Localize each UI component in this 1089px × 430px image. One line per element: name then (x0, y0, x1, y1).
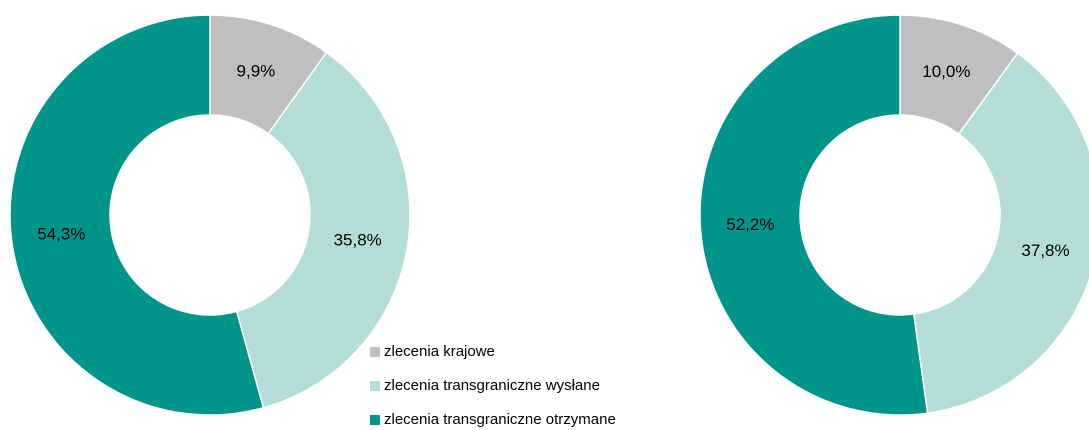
data-label: 10,0% (922, 62, 970, 81)
donut-segment (235, 51, 411, 409)
legend-label: zlecenia transgraniczne wysłane (384, 377, 600, 394)
data-label: 52,2% (726, 215, 774, 234)
data-label: 9,9% (237, 62, 276, 81)
legend-label: zlecenia krajowe (384, 343, 495, 360)
data-label: 54,3% (37, 225, 85, 244)
legend-label: zlecenia transgraniczne otrzymane (384, 411, 616, 428)
donut-segment (9, 14, 265, 416)
donut-segment (699, 14, 929, 416)
data-label: 35,8% (334, 231, 382, 250)
legend-swatch (370, 381, 380, 391)
data-label: 37,8% (1021, 241, 1069, 260)
legend-swatch (370, 347, 380, 357)
donut-segment (912, 52, 1089, 414)
legend-swatch (370, 415, 380, 425)
